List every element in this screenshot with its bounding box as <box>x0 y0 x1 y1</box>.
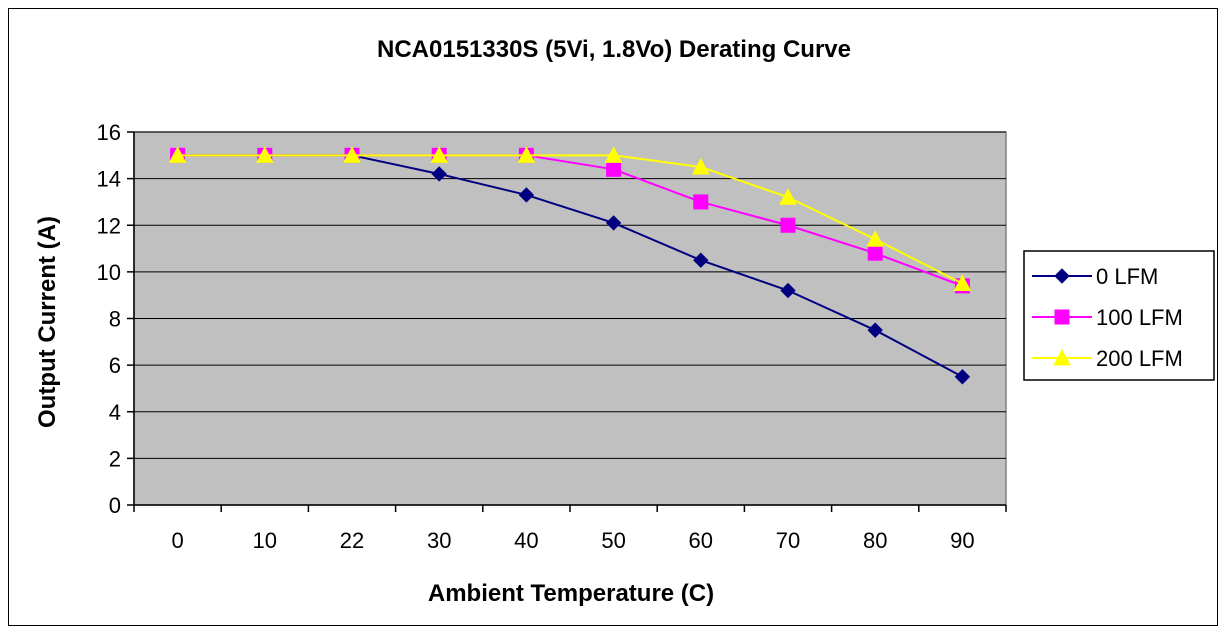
data-point <box>606 161 622 177</box>
data-point <box>605 215 622 231</box>
y-tick-label: 10 <box>97 260 121 285</box>
legend-label: 100 LFM <box>1096 305 1183 330</box>
y-tick-label: 12 <box>97 213 121 238</box>
legend-marker <box>1054 309 1070 325</box>
series-line <box>177 154 963 285</box>
data-point <box>953 274 972 292</box>
data-point <box>779 188 797 205</box>
y-tick-label: 4 <box>109 400 121 425</box>
data-point <box>780 282 796 299</box>
x-tick-label: 50 <box>601 528 625 553</box>
y-tick-label: 14 <box>97 167 121 192</box>
data-point <box>343 146 361 163</box>
y-tick-label: 16 <box>97 120 121 145</box>
x-tick-label: 40 <box>514 528 538 553</box>
data-point <box>867 245 883 261</box>
y-axis-title: Output Current (A) <box>34 216 61 428</box>
legend-label: 0 LFM <box>1096 264 1158 289</box>
legend-marker <box>1054 268 1070 284</box>
data-point <box>954 369 971 385</box>
x-tick-label: 80 <box>863 528 887 553</box>
series-200-lfm <box>168 146 972 292</box>
data-point <box>431 166 447 182</box>
x-tick-label: 90 <box>950 528 974 553</box>
data-point <box>780 217 796 233</box>
y-tick-label: 8 <box>109 307 121 332</box>
data-point <box>867 322 883 338</box>
data-point <box>693 194 709 210</box>
data-point <box>691 157 710 175</box>
x-tick-label: 60 <box>689 528 713 553</box>
data-point <box>517 146 536 163</box>
data-point <box>693 252 709 268</box>
data-point <box>430 146 449 163</box>
x-tick-label: 70 <box>776 528 800 553</box>
y-tick-label: 2 <box>109 446 121 471</box>
y-tick-label: 6 <box>109 353 121 378</box>
x-tick-label: 30 <box>427 528 451 553</box>
y-tick-label: 0 <box>109 493 121 518</box>
legend: 0 LFM 100 LFM 200 LFM <box>1032 264 1183 371</box>
chart-title: NCA0151330S (5Vi, 1.8Vo) Derating Curve <box>377 36 851 63</box>
legend-marker <box>1053 348 1071 366</box>
data-point <box>866 230 885 247</box>
data-point <box>255 146 274 163</box>
legend-label: 200 LFM <box>1096 346 1183 371</box>
data-point <box>168 146 187 163</box>
x-tick-label: 10 <box>253 528 277 553</box>
x-tick-label: 22 <box>340 528 364 553</box>
x-axis-title: Ambient Temperature (C) <box>428 580 714 607</box>
data-point <box>518 187 535 203</box>
data-point <box>604 146 623 163</box>
x-tick-label: 0 <box>171 528 183 553</box>
